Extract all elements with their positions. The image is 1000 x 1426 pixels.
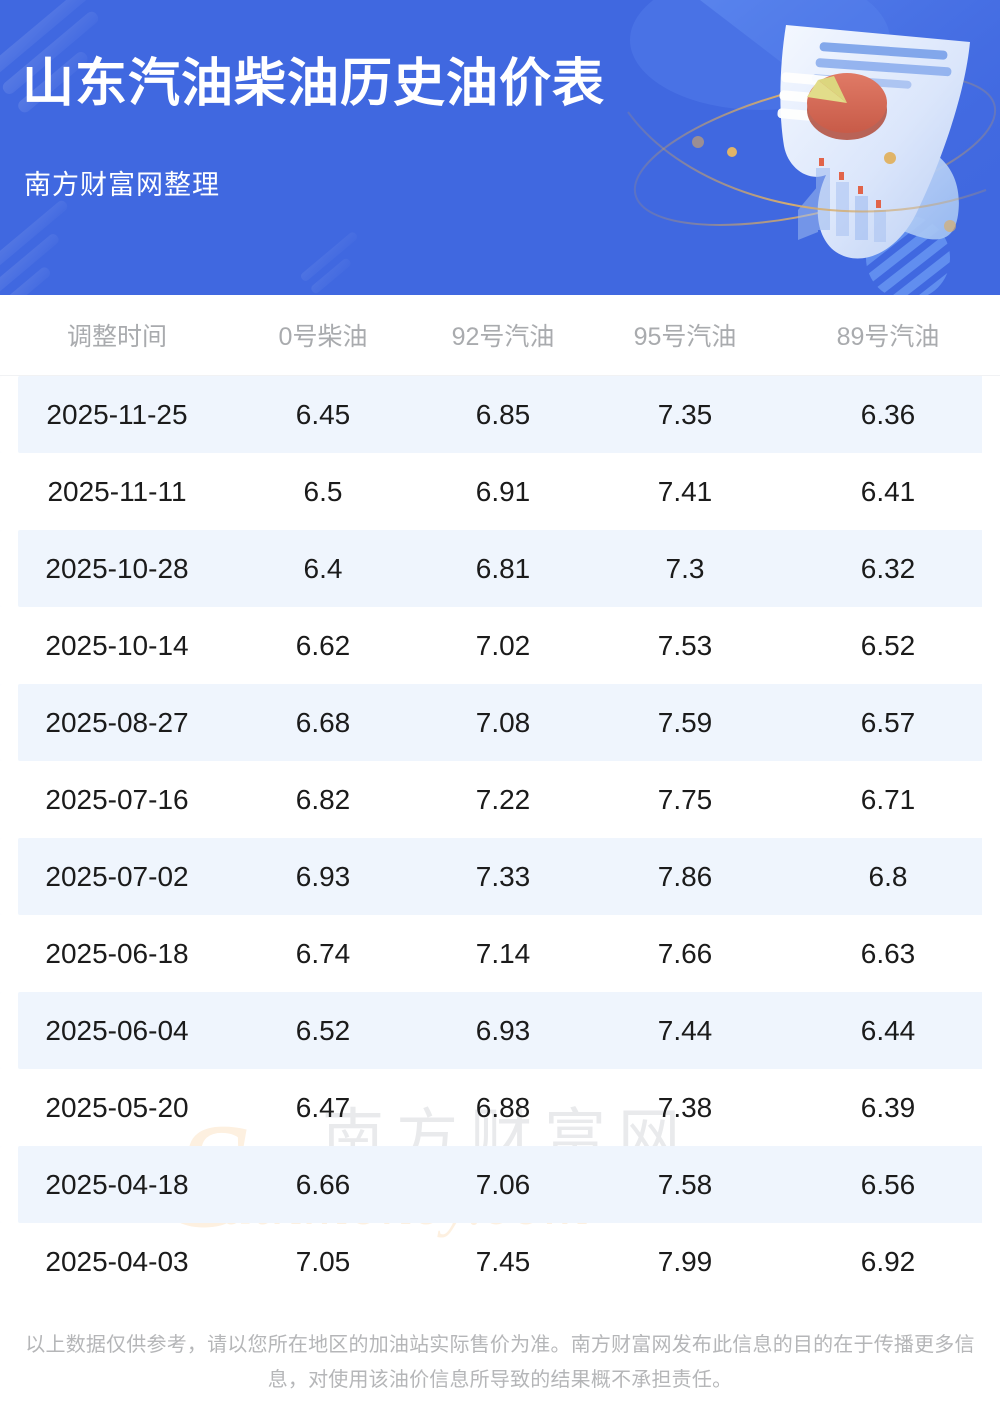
cell-diesel0: 6.52 bbox=[234, 992, 412, 1069]
cell-gas95: 7.41 bbox=[657, 475, 713, 507]
cell-gas95: 7.66 bbox=[657, 937, 713, 969]
table-row: 2025-05-20 6.47 6.88 7.38 6.39 bbox=[0, 1069, 1000, 1146]
cell-gas95: 7.38 bbox=[657, 1091, 713, 1123]
cell-gas89: 6.63 bbox=[860, 937, 916, 969]
cell-gas92: 6.85 bbox=[412, 375, 594, 453]
cell-gas92: 7.22 bbox=[475, 783, 531, 815]
cell-gas95: 7.58 bbox=[594, 1146, 776, 1223]
cell-gas89: 6.92 bbox=[860, 1245, 916, 1277]
cell-date: 2025-10-28 bbox=[0, 530, 234, 607]
cell-gas92: 6.88 bbox=[475, 1091, 531, 1123]
cell-gas89: 6.56 bbox=[776, 1146, 1000, 1223]
column-header-gas89: 89号汽油 bbox=[776, 295, 1000, 376]
table-row: 2025-10-14 6.62 7.02 7.53 6.52 bbox=[0, 607, 1000, 684]
cell-gas89: 6.52 bbox=[860, 629, 916, 661]
cell-diesel0: 7.05 bbox=[295, 1245, 351, 1277]
column-header-gas92: 92号汽油 bbox=[412, 295, 594, 376]
cell-date: 2025-06-04 bbox=[0, 992, 234, 1069]
cell-gas92: 7.14 bbox=[475, 937, 531, 969]
page-subtitle: 南方财富网整理 bbox=[24, 170, 220, 200]
cell-gas92: 6.91 bbox=[475, 475, 531, 507]
table-header: 调整时间 0号柴油 92号汽油 95号汽油 89号汽油 bbox=[0, 295, 1000, 376]
cell-gas95: 7.44 bbox=[594, 992, 776, 1069]
table-row: 2025-07-16 6.82 7.22 7.75 6.71 bbox=[0, 761, 1000, 838]
cell-gas89: 6.8 bbox=[776, 838, 1000, 915]
column-header-gas95: 95号汽油 bbox=[594, 295, 776, 376]
cell-date: 2025-10-14 bbox=[45, 629, 189, 661]
cell-date: 2025-07-16 bbox=[45, 783, 189, 815]
cell-date: 2025-07-02 bbox=[0, 838, 234, 915]
table-row: 2025-08-27 6.68 7.08 7.59 6.57 bbox=[0, 684, 1000, 761]
cell-diesel0: 6.4 bbox=[234, 530, 412, 607]
cell-diesel0: 6.68 bbox=[234, 684, 412, 761]
cell-gas89: 6.32 bbox=[776, 530, 1000, 607]
cell-gas92: 7.08 bbox=[412, 684, 594, 761]
page-banner: 山东汽油柴油历史油价表 南方财富网整理 bbox=[0, 0, 1000, 295]
cell-diesel0: 6.5 bbox=[303, 475, 343, 507]
cell-gas89: 6.39 bbox=[860, 1091, 916, 1123]
table-row: 2025-06-18 6.74 7.14 7.66 6.63 bbox=[0, 915, 1000, 992]
cell-gas95: 7.35 bbox=[594, 375, 776, 453]
table-row: 2025-10-28 6.4 6.81 7.3 6.32 bbox=[0, 530, 1000, 607]
cell-diesel0: 6.82 bbox=[295, 783, 351, 815]
cell-diesel0: 6.47 bbox=[295, 1091, 351, 1123]
cell-date: 2025-11-11 bbox=[47, 475, 187, 507]
page-footer: 以上数据仅供参考，请以您所在地区的加油站实际售价为准。南方财富网发布此信息的目的… bbox=[0, 1310, 1000, 1398]
report-document-illustration bbox=[627, 25, 997, 259]
column-header-diesel0: 0号柴油 bbox=[234, 295, 412, 376]
page-title: 山东汽油柴油历史油价表 bbox=[22, 55, 606, 113]
cell-gas89: 6.41 bbox=[860, 475, 916, 507]
cell-date: 2025-08-27 bbox=[0, 684, 234, 761]
cell-date: 2025-04-03 bbox=[45, 1245, 189, 1277]
table-row: 2025-06-04 6.52 6.93 7.44 6.44 bbox=[0, 992, 1000, 1069]
disclaimer-text: 以上数据仅供参考，请以您所在地区的加油站实际售价为准。南方财富网发布此信息的目的… bbox=[25, 1334, 975, 1391]
table-body: 2025-11-25 6.45 6.85 7.35 6.36 2025-11-1… bbox=[0, 375, 1000, 1301]
cell-gas95: 7.3 bbox=[594, 530, 776, 607]
table-row: 2025-04-03 7.05 7.45 7.99 6.92 bbox=[0, 1223, 1000, 1300]
cell-gas92: 7.02 bbox=[475, 629, 531, 661]
cell-date: 2025-11-25 bbox=[0, 375, 234, 453]
cell-gas92: 7.33 bbox=[412, 838, 594, 915]
cell-diesel0: 6.74 bbox=[295, 937, 351, 969]
column-header-date: 调整时间 bbox=[0, 295, 234, 376]
cell-gas95: 7.75 bbox=[657, 783, 713, 815]
cell-date: 2025-04-18 bbox=[0, 1146, 234, 1223]
cell-gas95: 7.86 bbox=[594, 838, 776, 915]
cell-gas92: 7.45 bbox=[475, 1245, 531, 1277]
table-row: 2025-07-02 6.93 7.33 7.86 6.8 bbox=[0, 838, 1000, 915]
cell-gas92: 6.93 bbox=[412, 992, 594, 1069]
cell-diesel0: 6.66 bbox=[234, 1146, 412, 1223]
cell-date: 2025-06-18 bbox=[45, 937, 189, 969]
cell-gas89: 6.71 bbox=[860, 783, 916, 815]
cell-gas92: 6.81 bbox=[412, 530, 594, 607]
cell-gas92: 7.06 bbox=[412, 1146, 594, 1223]
cell-date: 2025-05-20 bbox=[45, 1091, 189, 1123]
cell-diesel0: 6.93 bbox=[234, 838, 412, 915]
cell-diesel0: 6.45 bbox=[234, 375, 412, 453]
table-row: 2025-11-11 6.5 6.91 7.41 6.41 bbox=[0, 453, 1000, 530]
cell-gas95: 7.53 bbox=[657, 629, 713, 661]
table-row: 2025-04-18 6.66 7.06 7.58 6.56 bbox=[0, 1146, 1000, 1223]
cell-gas89: 6.44 bbox=[776, 992, 1000, 1069]
cell-gas89: 6.36 bbox=[776, 375, 1000, 453]
price-table-container: S 南方财富网 outhmoney.com 调整时间 0号柴油 92号汽油 95… bbox=[0, 295, 1000, 1310]
oil-price-table: 调整时间 0号柴油 92号汽油 95号汽油 89号汽油 2025-11-25 6… bbox=[0, 295, 1000, 1300]
cell-diesel0: 6.62 bbox=[295, 629, 351, 661]
cell-gas95: 7.59 bbox=[594, 684, 776, 761]
cell-gas95: 7.99 bbox=[657, 1245, 713, 1277]
banner-text-block: 山东汽油柴油历史油价表 南方财富网整理 bbox=[0, 0, 660, 295]
table-row: 2025-11-25 6.45 6.85 7.35 6.36 bbox=[0, 375, 1000, 453]
cell-gas89: 6.57 bbox=[776, 684, 1000, 761]
table-header-row: 调整时间 0号柴油 92号汽油 95号汽油 89号汽油 bbox=[0, 295, 1000, 376]
